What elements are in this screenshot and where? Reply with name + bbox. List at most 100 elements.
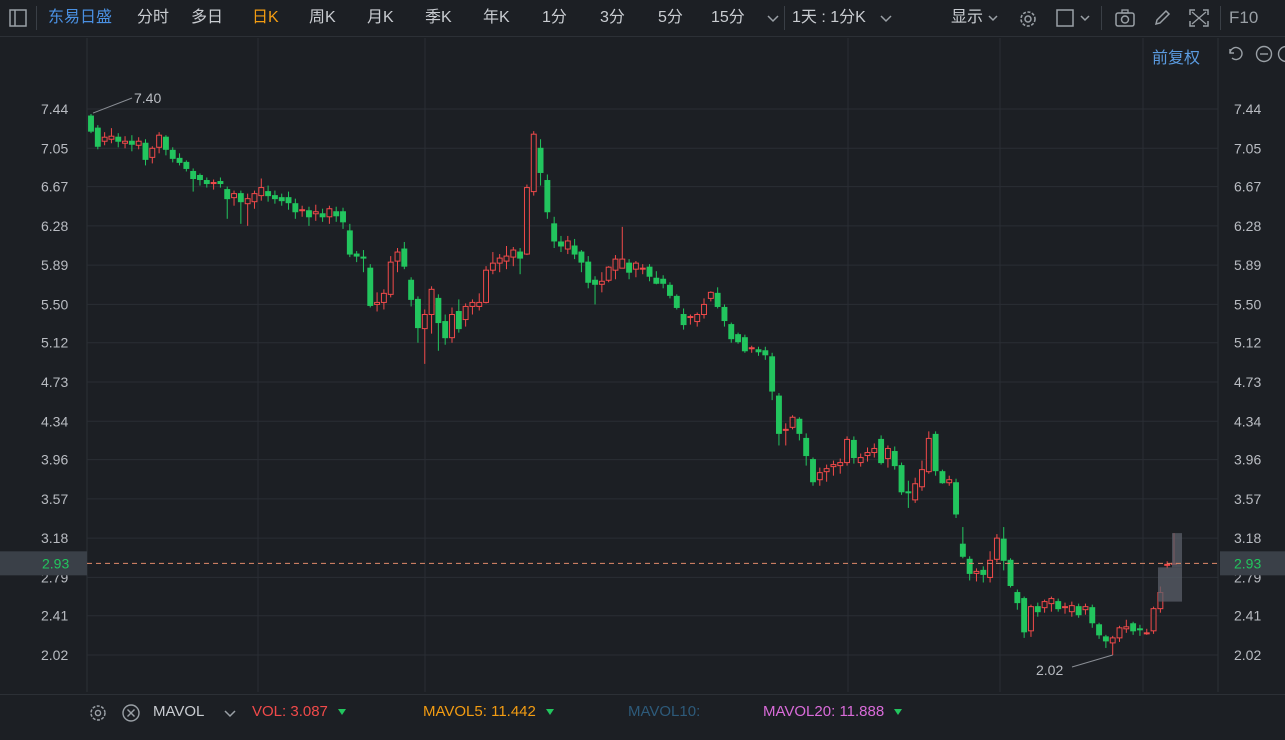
y-tick-label-right: 4.34 bbox=[1234, 413, 1261, 429]
candle-body bbox=[954, 483, 959, 514]
candle-body bbox=[1076, 607, 1081, 615]
candle-body bbox=[606, 267, 611, 280]
y-tick-label-left: 5.89 bbox=[41, 257, 68, 273]
candle-body bbox=[266, 192, 271, 196]
y-tick-label-right: 2.41 bbox=[1234, 608, 1261, 624]
y-tick-label-left: 6.67 bbox=[41, 179, 68, 195]
candle-body bbox=[89, 116, 94, 131]
high-annotation-line bbox=[93, 98, 132, 113]
candle-body bbox=[286, 198, 291, 203]
candle-body bbox=[109, 136, 114, 139]
candle-body bbox=[375, 302, 380, 304]
candle-body bbox=[225, 190, 230, 199]
y-tick-label-left: 5.12 bbox=[41, 335, 68, 351]
candle-body bbox=[633, 263, 638, 269]
candle-body bbox=[783, 429, 788, 430]
candle-body bbox=[702, 304, 707, 314]
candle-body bbox=[879, 439, 884, 462]
candle-body bbox=[198, 175, 203, 179]
candle-body bbox=[933, 434, 938, 470]
candle-body bbox=[524, 188, 529, 254]
candle-body bbox=[1022, 599, 1027, 632]
candle-body bbox=[824, 469, 829, 472]
candle-body bbox=[238, 194, 243, 202]
candle-body bbox=[123, 141, 128, 143]
candle-body bbox=[1144, 633, 1149, 634]
candle-body bbox=[429, 289, 434, 314]
candle-body bbox=[484, 270, 489, 302]
candle-body bbox=[599, 281, 604, 284]
candle-body bbox=[811, 460, 816, 482]
candle-body bbox=[518, 252, 523, 258]
y-tick-label-left: 3.96 bbox=[41, 452, 68, 468]
candle-body bbox=[1015, 593, 1020, 603]
mavol10-label: MAVOL10: bbox=[628, 703, 700, 720]
close-icon[interactable] bbox=[121, 703, 141, 723]
candle-body bbox=[559, 242, 564, 246]
candle-body bbox=[204, 181, 209, 184]
mavol5-readout: MAVOL5: 11.442 bbox=[423, 703, 554, 720]
candle-body bbox=[232, 194, 237, 198]
candle-body bbox=[960, 544, 965, 556]
y-tick-label-left: 2.41 bbox=[41, 608, 68, 624]
chevron-down-icon[interactable] bbox=[221, 703, 241, 723]
candle-body bbox=[845, 439, 850, 462]
candle-body bbox=[892, 452, 897, 466]
candle-body bbox=[668, 285, 673, 295]
candle-body bbox=[252, 194, 257, 202]
candle-body bbox=[1083, 607, 1088, 610]
candle-body bbox=[1090, 608, 1095, 623]
candle-body bbox=[1097, 625, 1102, 635]
current-price-label-left: 2.93 bbox=[42, 555, 69, 571]
candle-body bbox=[1110, 638, 1115, 643]
candle-body bbox=[490, 263, 495, 270]
indicator-bar: MAVOL VOL: 3.087 MAVOL5: 11.442 MAVOL10:… bbox=[0, 694, 1285, 740]
candle-body bbox=[116, 137, 121, 141]
candle-body bbox=[1063, 607, 1068, 608]
candle-body bbox=[395, 252, 400, 261]
candle-body bbox=[586, 262, 591, 282]
indicator-name[interactable]: MAVOL bbox=[153, 703, 204, 720]
candle-body bbox=[858, 458, 863, 463]
candle-body bbox=[504, 256, 509, 261]
candle-body bbox=[770, 357, 775, 391]
candle-body bbox=[749, 348, 754, 349]
settings-icon[interactable] bbox=[88, 703, 108, 723]
candle-body bbox=[661, 279, 666, 283]
low-annotation-label: 2.02 bbox=[1036, 662, 1063, 678]
candle-body bbox=[640, 268, 645, 269]
candle-body bbox=[865, 453, 870, 456]
y-tick-label-left: 3.57 bbox=[41, 491, 68, 507]
candle-body bbox=[300, 210, 305, 211]
candle-body bbox=[647, 267, 652, 276]
y-tick-label-right: 5.50 bbox=[1234, 296, 1261, 312]
candle-body bbox=[776, 396, 781, 433]
y-tick-label-left: 5.50 bbox=[41, 296, 68, 312]
candle-body bbox=[831, 465, 836, 467]
y-tick-label-right: 3.57 bbox=[1234, 491, 1261, 507]
candle-body bbox=[1137, 629, 1142, 630]
candle-body bbox=[681, 315, 686, 325]
candle-body bbox=[279, 198, 284, 201]
candle-body bbox=[334, 212, 339, 216]
candle-body bbox=[388, 262, 393, 294]
candle-body bbox=[170, 150, 175, 158]
mavol20-readout: MAVOL20: 11.888 bbox=[763, 703, 902, 720]
candle-body bbox=[1165, 564, 1170, 565]
candle-body bbox=[320, 214, 325, 217]
candle-body bbox=[947, 480, 952, 483]
mavol20-value: 11.888 bbox=[839, 703, 884, 720]
candle-body bbox=[695, 315, 700, 322]
candle-body bbox=[191, 171, 196, 178]
candle-body bbox=[293, 204, 298, 212]
candle-body bbox=[307, 211, 312, 217]
candle-body bbox=[450, 315, 455, 338]
candle-body bbox=[1029, 607, 1034, 631]
candle-body bbox=[497, 258, 502, 263]
candle-body bbox=[1124, 627, 1129, 629]
candle-body bbox=[967, 559, 972, 573]
candle-body bbox=[259, 188, 264, 196]
candle-body bbox=[1117, 628, 1122, 638]
vol-label: VOL: bbox=[252, 703, 286, 720]
